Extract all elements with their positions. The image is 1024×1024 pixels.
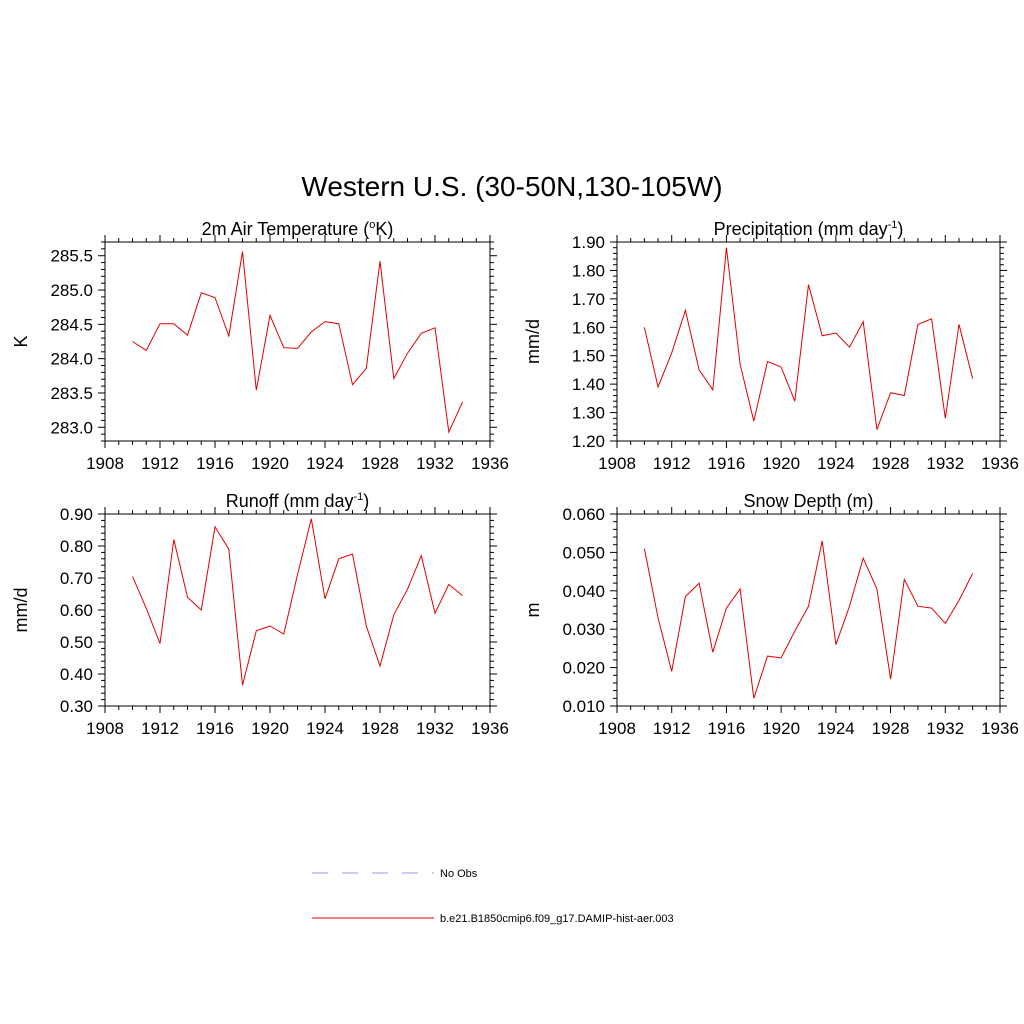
y-tick-label: 0.90 [60, 505, 93, 524]
panel-temperature: 2m Air Temperature (oK) K 1908 1912 1916 1920… [11, 219, 509, 473]
y-tick-label: 0.030 [562, 620, 605, 639]
plot-frame [616, 513, 1001, 707]
x-tick-label: 1920 [251, 719, 289, 738]
y-tick-label: 283.0 [50, 418, 93, 437]
panel-snow-depth: Snow Depth (m) m 1908 1912 1916 1920 1924 1928 1… [523, 491, 1019, 738]
y-axis-label: mm/d [11, 588, 31, 633]
y-tick-label: 285.5 [50, 247, 93, 266]
x-tick-label: 1920 [251, 454, 289, 473]
y-tick-label: 285.0 [50, 281, 93, 300]
y-tick-label: 0.70 [60, 569, 93, 588]
y-axis-label: mm/d [523, 319, 543, 364]
y-tick-label: 0.50 [60, 633, 93, 652]
panel-title: Runoff (mm day-1) [226, 491, 370, 511]
x-tick-label: 1928 [361, 719, 399, 738]
panel-precipitation: Precipitation (mm day-1) mm/d 1908 1912 1916… [523, 219, 1019, 473]
y-tick-label: 1.70 [572, 290, 605, 309]
x-tick-label: 1912 [141, 454, 179, 473]
x-tick-label: 1916 [196, 719, 234, 738]
y-tick-label: 1.80 [572, 261, 605, 280]
panel-title: Precipitation (mm day-1) [714, 219, 904, 239]
series-line [643, 540, 974, 699]
y-tick-label: 0.020 [562, 659, 605, 678]
x-tick-label: 1936 [981, 719, 1019, 738]
x-tick-label: 1920 [762, 719, 800, 738]
panel-title-superscript: o [369, 219, 375, 231]
y-axis-label: K [11, 335, 31, 347]
legend: No Obs b.e21.B1850cmip6.f09_g17.DAMIP-hi… [312, 868, 674, 925]
x-tick-label: 1924 [306, 454, 344, 473]
x-tick-label: 1932 [926, 454, 964, 473]
panel-title-superscript: -1 [888, 219, 898, 231]
x-tick-label: 1920 [762, 454, 800, 473]
x-tick-label: 1908 [86, 719, 124, 738]
y-tick-label: 284.0 [50, 350, 93, 369]
x-tick-label: 1936 [471, 454, 509, 473]
plot-frame [104, 513, 491, 707]
x-tick-label: 1928 [872, 719, 910, 738]
plot-frame [104, 241, 491, 442]
x-tick-label: 1908 [598, 719, 636, 738]
x-tick-label: 1924 [817, 454, 855, 473]
y-tick-label: 0.050 [562, 543, 605, 562]
x-tick-label: 1912 [653, 719, 691, 738]
panel-title-tail: K) [375, 219, 393, 239]
y-tick-label: 0.040 [562, 582, 605, 601]
panel-runoff: Runoff (mm day-1) mm/d 1908 1912 1916 1920 192… [11, 491, 509, 738]
x-tick-label: 1912 [141, 719, 179, 738]
y-tick-label: 0.30 [60, 697, 93, 716]
x-tick-label: 1908 [86, 454, 124, 473]
panel-title-tail: ) [897, 219, 903, 239]
panel-title-main: Runoff (mm day [226, 491, 354, 511]
x-tick-label: 1916 [196, 454, 234, 473]
x-tick-label: 1932 [416, 454, 454, 473]
x-tick-label: 1924 [817, 719, 855, 738]
panel-title-main: Snow Depth (m) [743, 491, 873, 511]
x-tick-label: 1928 [872, 454, 910, 473]
series-line [132, 251, 463, 434]
y-tick-label: 1.60 [572, 318, 605, 337]
panel-title-tail: ) [363, 491, 369, 511]
x-tick-label: 1924 [306, 719, 344, 738]
y-tick-label: 0.40 [60, 665, 93, 684]
panel-title-main: Precipitation (mm day [714, 219, 888, 239]
plot-frame [616, 241, 1001, 442]
panel-title: Snow Depth (m) [743, 491, 873, 511]
x-tick-label: 1908 [598, 454, 636, 473]
y-tick-label: 1.50 [572, 347, 605, 366]
x-tick-label: 1936 [471, 719, 509, 738]
panel-title: 2m Air Temperature (oK) [202, 219, 394, 239]
x-tick-label: 1912 [653, 454, 691, 473]
y-tick-label: 283.5 [50, 384, 93, 403]
y-tick-label: 0.060 [562, 505, 605, 524]
figure-title: Western U.S. (30-50N,130-105W) [301, 171, 722, 202]
panel-title-main: 2m Air Temperature ( [202, 219, 370, 239]
x-tick-label: 1936 [981, 454, 1019, 473]
y-tick-label: 1.40 [572, 375, 605, 394]
x-tick-label: 1916 [708, 454, 746, 473]
x-tick-label: 1932 [416, 719, 454, 738]
y-tick-label: 1.20 [572, 432, 605, 451]
x-tick-label: 1932 [926, 719, 964, 738]
panel-title-superscript: -1 [353, 491, 363, 503]
y-axis-label: m [523, 603, 543, 618]
x-tick-label: 1928 [361, 454, 399, 473]
panels: 2m Air Temperature (oK) K 1908 1912 1916 1920… [11, 219, 1019, 738]
series-line [132, 518, 463, 686]
legend-label-model: b.e21.B1850cmip6.f09_g17.DAMIP-hist-aer.… [440, 913, 674, 925]
y-tick-label: 1.90 [572, 233, 605, 252]
y-tick-label: 0.60 [60, 601, 93, 620]
y-tick-label: 0.010 [562, 697, 605, 716]
series-line [643, 247, 974, 430]
legend-label-no-obs: No Obs [440, 868, 478, 880]
y-tick-label: 284.5 [50, 315, 93, 334]
x-tick-label: 1916 [708, 719, 746, 738]
y-tick-label: 1.30 [572, 404, 605, 423]
y-tick-label: 0.80 [60, 537, 93, 556]
